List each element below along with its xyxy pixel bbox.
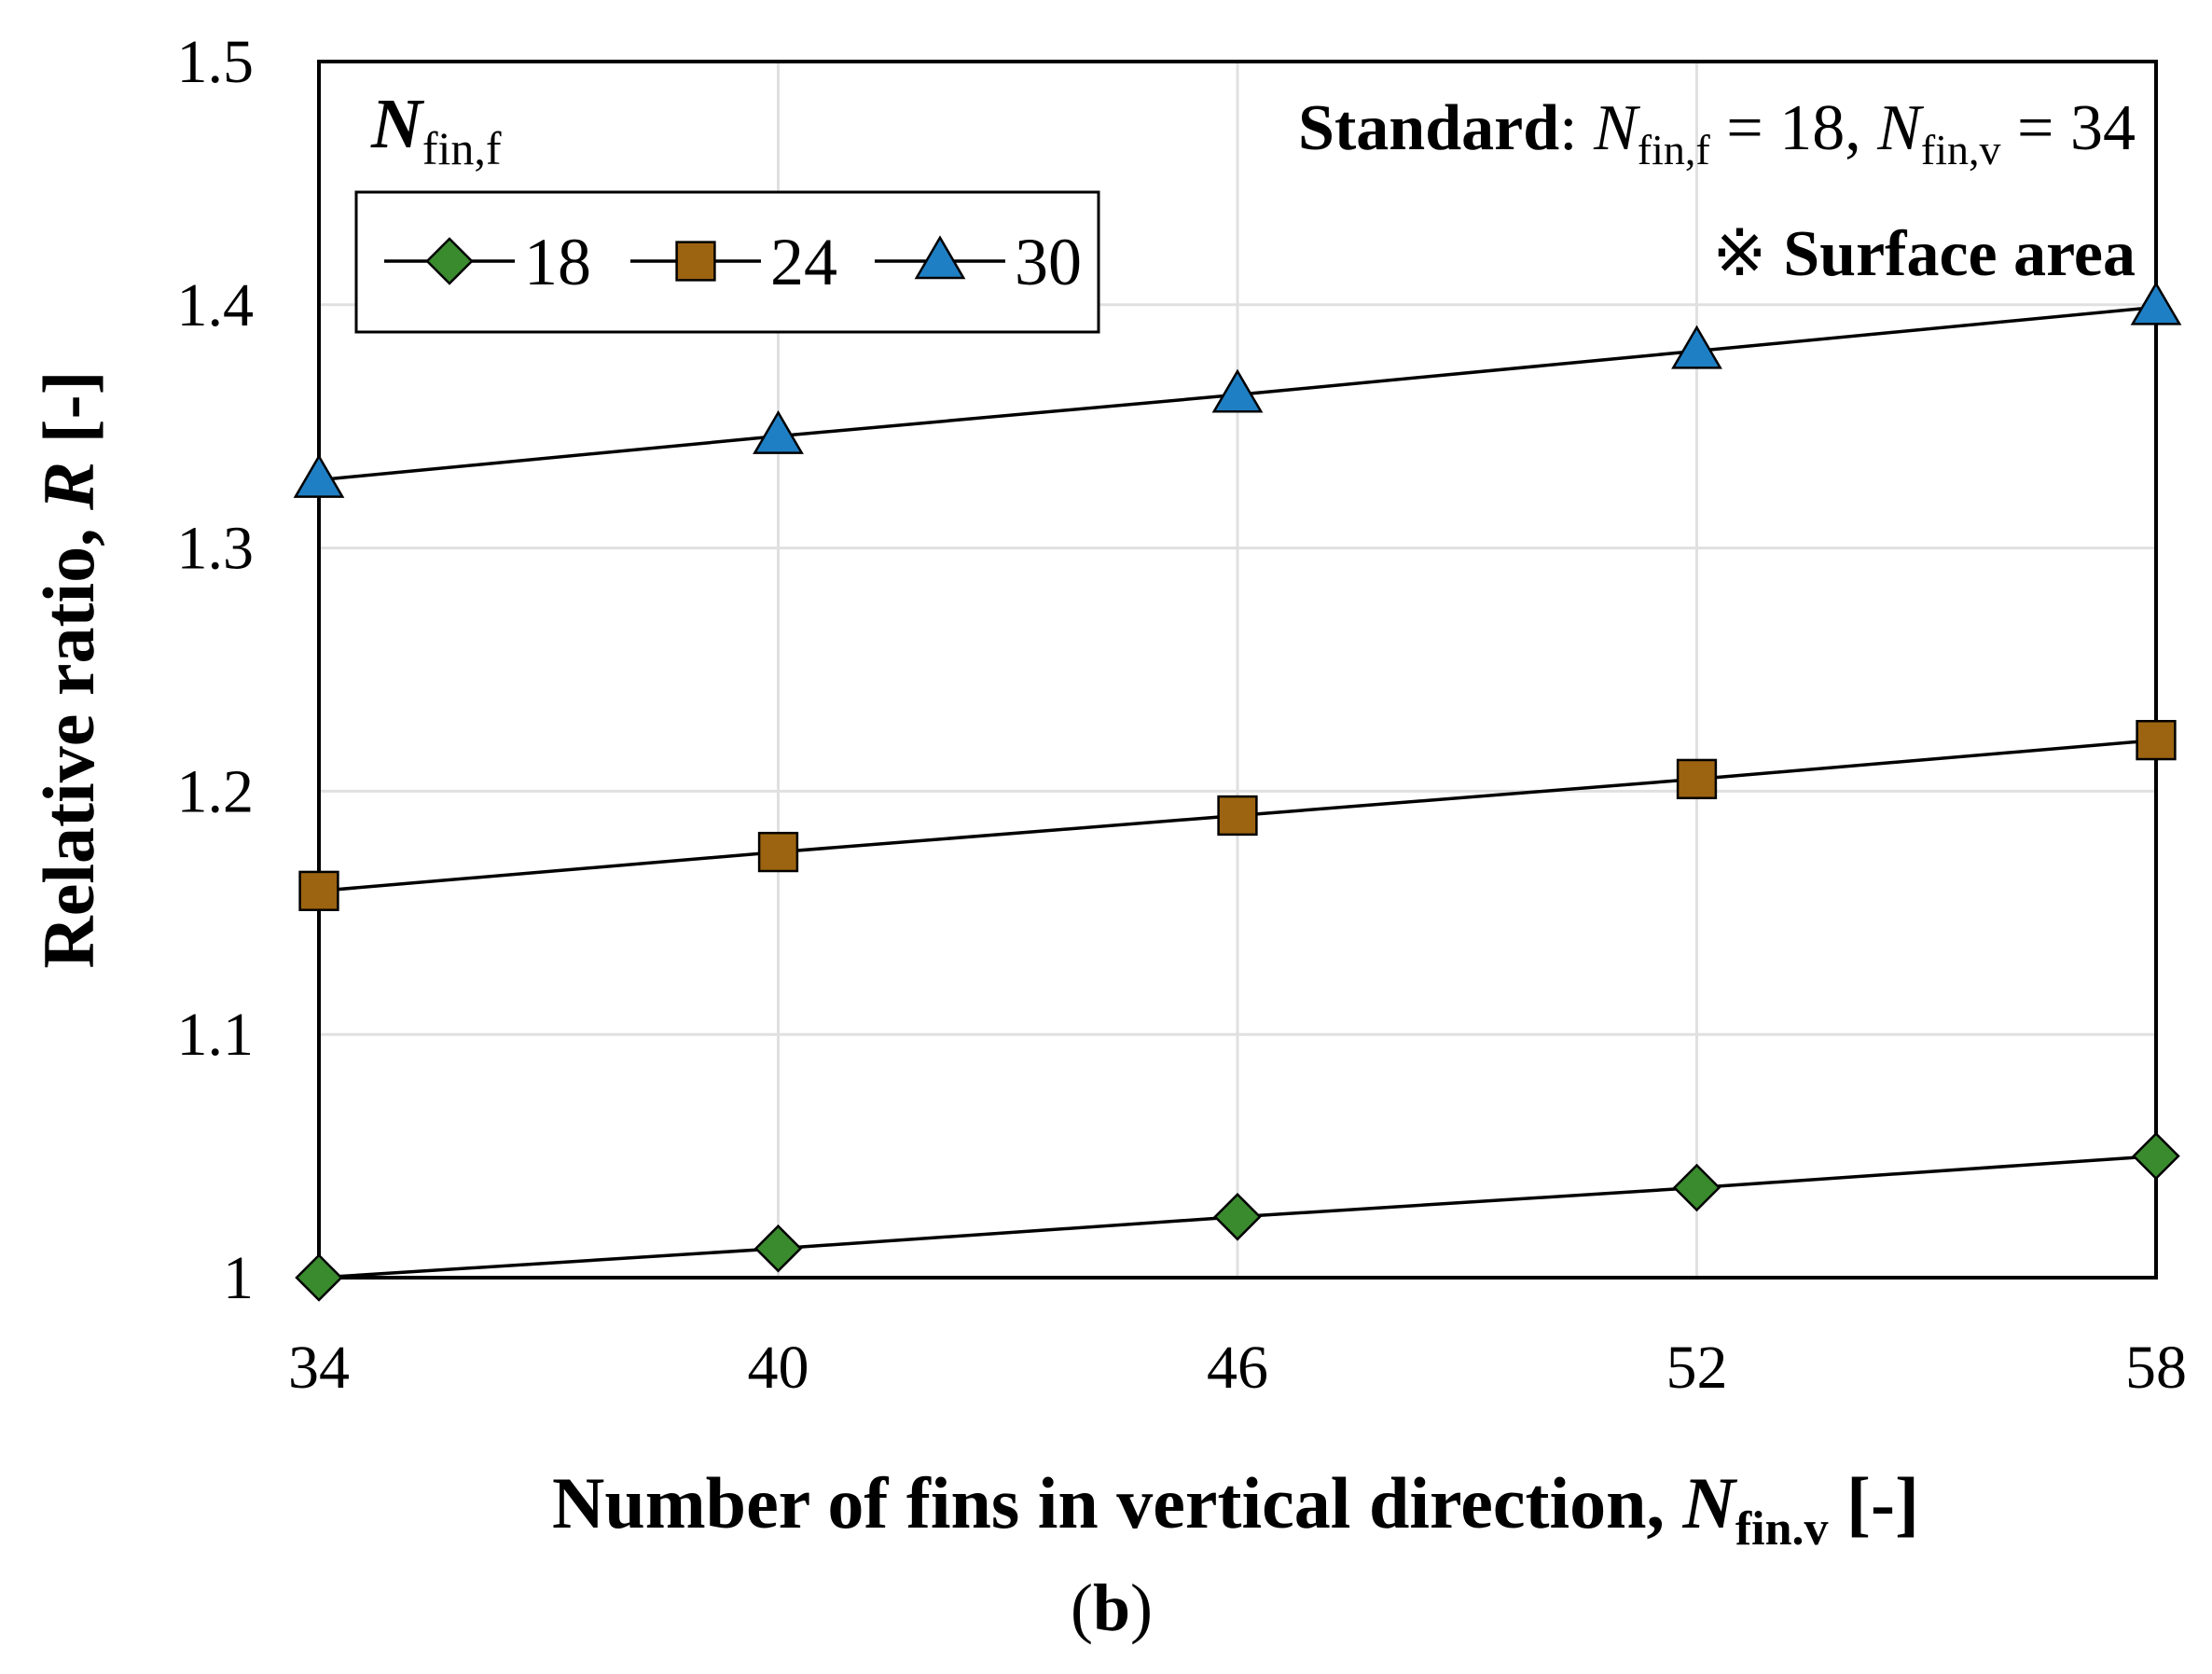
panel-label-close: ) bbox=[1130, 1570, 1153, 1645]
data-point-30-46 bbox=[1211, 368, 1264, 413]
data-point-18-34 bbox=[295, 1253, 343, 1302]
y-tick-label: 1.2 bbox=[177, 757, 255, 825]
legend-title: Nfin,f bbox=[370, 85, 502, 174]
series-markers bbox=[293, 281, 2182, 1302]
legend-title-main: N bbox=[370, 85, 425, 163]
data-point-24-58 bbox=[2136, 719, 2177, 761]
x-tick-labels: 34 40 46 52 58 bbox=[288, 1334, 2187, 1402]
y-axis-title: Relative ratio, R [-] bbox=[28, 370, 109, 968]
legend-label-24: 24 bbox=[770, 225, 837, 299]
legend: Nfin,f 18 24 30 bbox=[354, 85, 1100, 334]
data-point-30-34 bbox=[293, 453, 345, 498]
annotation-spacer bbox=[1767, 218, 1784, 290]
annotation-sub2: fin,v bbox=[1921, 126, 2001, 173]
data-point-24-34 bbox=[298, 870, 339, 911]
legend-title-sub: fin,f bbox=[422, 122, 502, 174]
x-tick-label: 46 bbox=[1207, 1334, 1268, 1402]
data-point-18-58 bbox=[2132, 1131, 2180, 1181]
legend-label-18: 18 bbox=[524, 225, 591, 299]
legend-marker-18 bbox=[425, 237, 474, 285]
data-point-18-46 bbox=[1213, 1193, 1262, 1241]
annotation-surface-text: Surface area bbox=[1783, 218, 2136, 290]
panel-label-letter: b bbox=[1093, 1570, 1130, 1645]
legend-marker-30 bbox=[914, 235, 966, 280]
data-point-24-46 bbox=[1217, 795, 1258, 837]
annotation-standard-colon: : bbox=[1559, 92, 1594, 164]
legend-label-30: 30 bbox=[1015, 225, 1082, 299]
y-tick-label: 1.3 bbox=[177, 515, 255, 583]
annotation-symbol: ※ bbox=[1712, 218, 1767, 290]
y-tick-label: 1.4 bbox=[177, 271, 255, 339]
data-point-18-52 bbox=[1672, 1163, 1721, 1212]
x-tick-label: 40 bbox=[748, 1334, 809, 1402]
legend-marker-24 bbox=[675, 241, 716, 282]
y-axis-title-main: Relative ratio, bbox=[28, 510, 109, 969]
panel-label-open: ( bbox=[1071, 1570, 1093, 1645]
annotation-surface-area: ※ Surface area bbox=[1712, 218, 2136, 290]
y-tick-label: 1 bbox=[223, 1244, 254, 1312]
annotation-eq2: = 34 bbox=[2001, 92, 2136, 164]
x-axis-title-main: Number of fins in vertical direction, bbox=[552, 1462, 1683, 1543]
x-axis-title-italic: N bbox=[1682, 1462, 1738, 1543]
y-tick-label: 1.5 bbox=[177, 28, 255, 96]
data-point-24-40 bbox=[757, 831, 799, 873]
annotation-n1: N bbox=[1593, 92, 1640, 164]
x-tick-label: 34 bbox=[288, 1334, 350, 1402]
y-axis-title-italic: R bbox=[28, 462, 109, 511]
x-axis-title-sub: fin.v bbox=[1735, 1502, 1829, 1556]
x-tick-label: 52 bbox=[1666, 1334, 1728, 1402]
y-tick-labels: 1 1.1 1.2 1.3 1.4 1.5 bbox=[177, 28, 255, 1312]
panel-label: (b) bbox=[1071, 1570, 1153, 1645]
plot-frame bbox=[317, 60, 2158, 1280]
y-tick-label: 1.1 bbox=[177, 1001, 255, 1069]
data-point-30-40 bbox=[753, 409, 804, 454]
x-tick-label: 58 bbox=[2125, 1334, 2187, 1402]
annotation-sub1: fin,f bbox=[1638, 126, 1711, 173]
annotation-standard: Standard: Nfin,f = 18, Nfin,v = 34 bbox=[1298, 92, 2136, 173]
x-axis-title-end: [-] bbox=[1829, 1462, 1919, 1543]
x-axis-title: Number of fins in vertical direction, Nf… bbox=[552, 1462, 1919, 1556]
annotation-n2: N bbox=[1876, 92, 1924, 164]
y-axis-title-end: [-] bbox=[28, 370, 109, 461]
data-point-18-40 bbox=[753, 1224, 803, 1273]
legend-items: 18 24 30 bbox=[384, 225, 1082, 299]
annotation-eq1: = 18, bbox=[1710, 92, 1877, 164]
annotation-standard-label: Standard bbox=[1298, 92, 1559, 164]
data-point-30-58 bbox=[2130, 281, 2182, 325]
data-point-24-52 bbox=[1676, 758, 1718, 800]
data-point-30-52 bbox=[1671, 325, 1722, 369]
